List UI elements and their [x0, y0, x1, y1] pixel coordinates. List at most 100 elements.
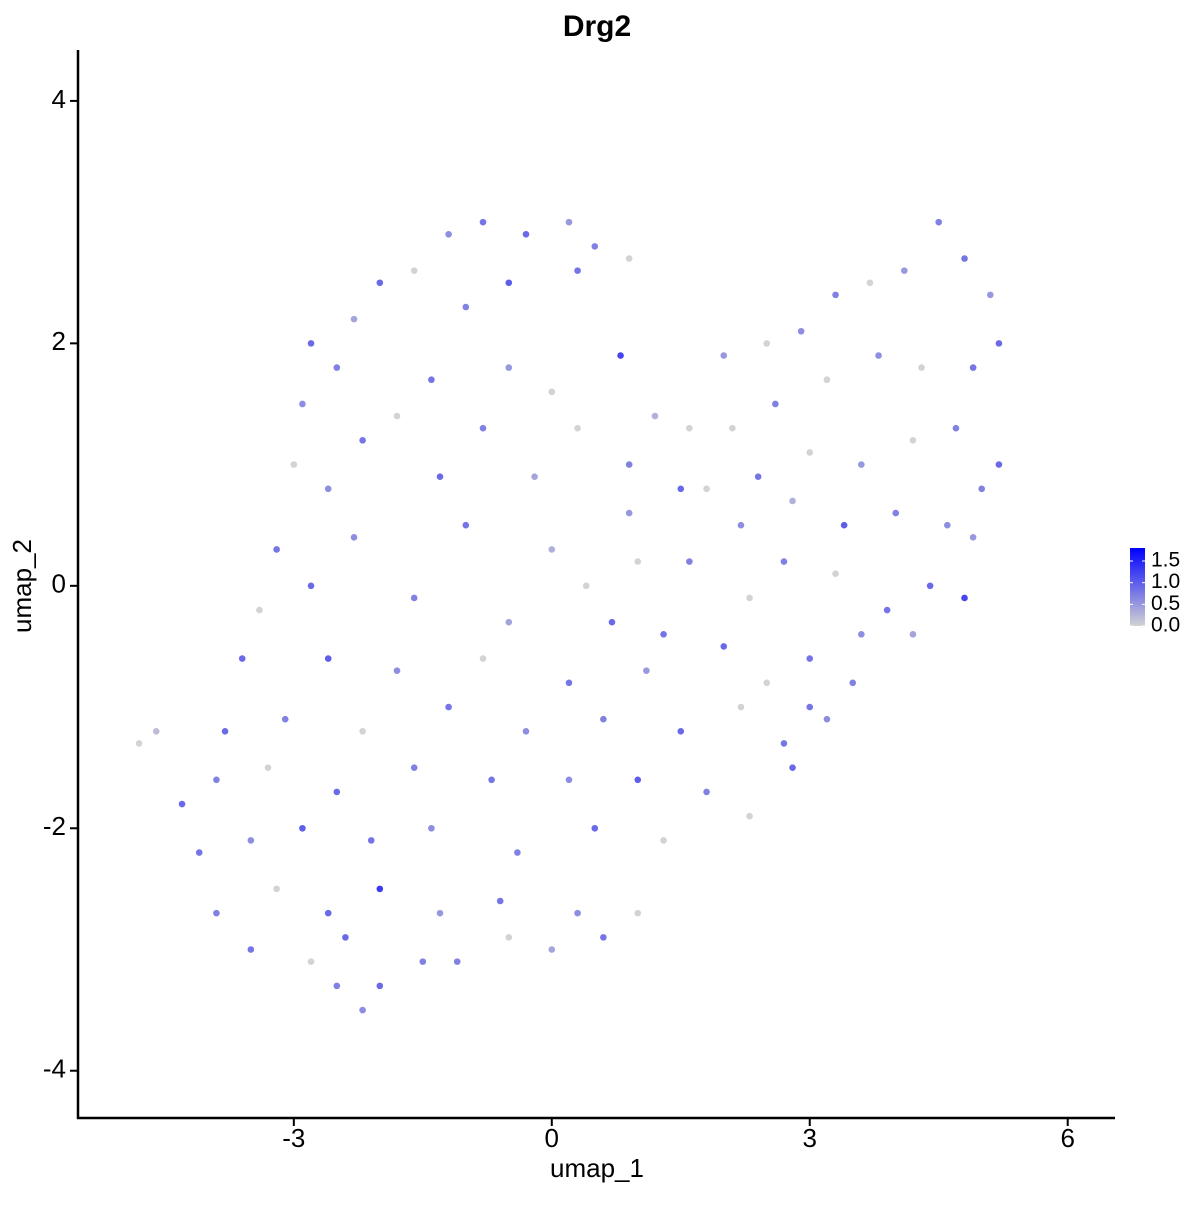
point — [350, 534, 358, 541]
chart-title: Drg2 — [563, 10, 631, 43]
point — [737, 703, 745, 711]
point — [634, 776, 642, 784]
point — [428, 824, 435, 832]
colorbar-label: 0.0 — [1151, 614, 1180, 637]
point — [978, 485, 986, 493]
point — [995, 340, 1003, 347]
point — [505, 364, 513, 371]
point — [324, 485, 332, 493]
point — [264, 764, 272, 771]
point — [574, 909, 581, 917]
point — [720, 643, 728, 650]
point — [213, 776, 220, 784]
point — [221, 727, 229, 735]
point — [462, 303, 470, 311]
point — [591, 243, 599, 250]
point — [324, 909, 332, 917]
point — [746, 812, 753, 820]
point — [522, 230, 530, 238]
point — [410, 594, 418, 602]
point — [600, 715, 607, 723]
x-tick-label: 6 — [1060, 1123, 1074, 1153]
point — [522, 727, 530, 735]
point — [333, 982, 341, 990]
point — [686, 558, 693, 565]
point — [660, 837, 667, 844]
point — [565, 776, 573, 784]
point — [359, 437, 366, 444]
point — [625, 461, 633, 468]
x-tick-label: 3 — [803, 1123, 817, 1153]
point — [789, 497, 796, 505]
point — [858, 631, 865, 638]
point — [462, 521, 470, 529]
point — [858, 461, 865, 468]
point — [445, 230, 452, 238]
point — [376, 982, 384, 990]
point — [789, 764, 796, 771]
point — [832, 570, 839, 577]
point — [247, 837, 255, 844]
point — [582, 582, 590, 590]
point — [892, 509, 900, 517]
point — [772, 400, 779, 408]
point — [840, 521, 848, 529]
point — [797, 327, 805, 335]
point — [849, 679, 857, 687]
point — [918, 364, 925, 371]
point — [909, 437, 917, 444]
point — [419, 958, 427, 965]
point — [307, 340, 315, 347]
point — [548, 946, 556, 953]
point — [359, 1006, 366, 1014]
point — [548, 388, 556, 396]
point — [823, 376, 831, 384]
point — [763, 679, 771, 687]
point — [505, 279, 513, 287]
point — [625, 509, 633, 517]
point — [608, 618, 616, 626]
point — [281, 715, 289, 723]
point — [428, 376, 435, 384]
point — [238, 655, 246, 662]
point — [703, 485, 710, 493]
point — [359, 727, 366, 735]
point — [299, 824, 306, 832]
point — [969, 534, 977, 541]
point — [436, 473, 444, 481]
point — [548, 546, 556, 553]
point — [823, 715, 831, 723]
point — [565, 218, 573, 226]
point — [780, 740, 788, 747]
point — [703, 788, 710, 796]
point — [333, 364, 341, 371]
point — [625, 255, 633, 262]
colorbar-label: 1.5 — [1151, 549, 1180, 572]
point — [832, 291, 839, 299]
x-axis-title: umap_1 — [550, 1153, 644, 1183]
point — [961, 255, 968, 262]
point — [393, 412, 401, 420]
point — [505, 934, 513, 941]
point — [213, 909, 220, 917]
point — [367, 837, 375, 844]
point — [273, 885, 280, 893]
point — [436, 909, 444, 917]
point — [247, 946, 255, 953]
point — [350, 315, 358, 323]
point — [514, 849, 521, 856]
point — [780, 558, 788, 565]
point — [660, 631, 667, 638]
point — [307, 582, 315, 590]
point — [479, 218, 487, 226]
colorbar — [1130, 548, 1145, 626]
point — [333, 788, 341, 796]
point — [677, 485, 685, 493]
point — [195, 849, 203, 856]
x-tick-label: 0 — [545, 1123, 559, 1153]
point — [531, 473, 538, 481]
point — [935, 218, 943, 226]
point — [806, 655, 814, 662]
point — [410, 764, 418, 771]
